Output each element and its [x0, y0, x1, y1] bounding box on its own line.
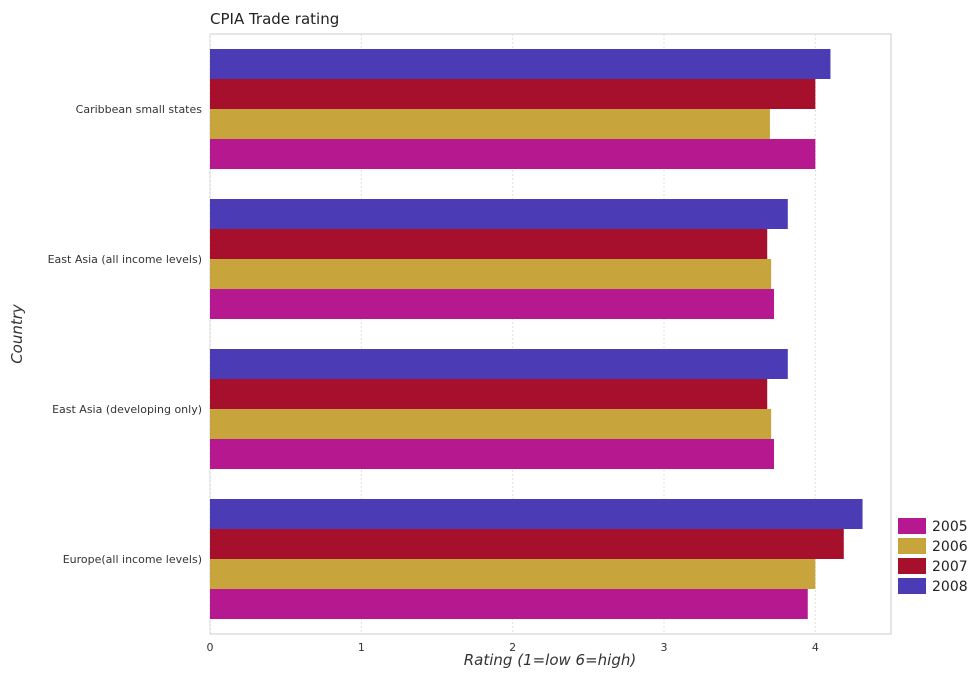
x-tick-label: 1 [358, 641, 365, 654]
x-tick-label: 0 [207, 641, 214, 654]
bar [210, 109, 770, 139]
x-tick-label: 3 [661, 641, 668, 654]
bar [210, 259, 772, 289]
bar [210, 529, 844, 559]
y-tick-label: East Asia (all income levels) [48, 253, 202, 266]
bar [210, 349, 788, 379]
legend-swatch [898, 538, 926, 554]
bar [210, 139, 816, 169]
bar [210, 79, 816, 109]
y-tick-label: East Asia (developing only) [52, 403, 202, 416]
bar [210, 199, 788, 229]
x-tick-label: 4 [812, 641, 819, 654]
legend-label: 2007 [932, 559, 968, 575]
legend: 2005 2006 2007 2008 [898, 518, 968, 595]
x-tick-labels: 0 1 2 3 4 [207, 641, 819, 654]
bar [210, 559, 816, 589]
bars [210, 49, 863, 619]
legend-swatch [898, 578, 926, 594]
x-tick-label: 2 [509, 641, 516, 654]
bar [210, 379, 768, 409]
bar [210, 439, 775, 469]
bar [210, 229, 768, 259]
y-tick-label: Europe(all income levels) [63, 553, 202, 566]
y-axis-label: Country [8, 303, 26, 364]
x-axis-label: Rating (1=low 6=high) [464, 651, 636, 669]
legend-label: 2005 [932, 519, 968, 535]
legend-label: 2006 [932, 539, 968, 555]
bar [210, 289, 775, 319]
y-tick-label: Caribbean small states [76, 103, 203, 116]
legend-swatch [898, 518, 926, 534]
bar [210, 49, 831, 79]
y-tick-labels: Caribbean small states East Asia (all inc… [48, 103, 203, 566]
bar [210, 409, 772, 439]
bar [210, 589, 808, 619]
legend-label: 2008 [932, 579, 968, 595]
legend-swatch [898, 558, 926, 574]
bar [210, 499, 863, 529]
chart-title: CPIA Trade rating [210, 10, 339, 28]
